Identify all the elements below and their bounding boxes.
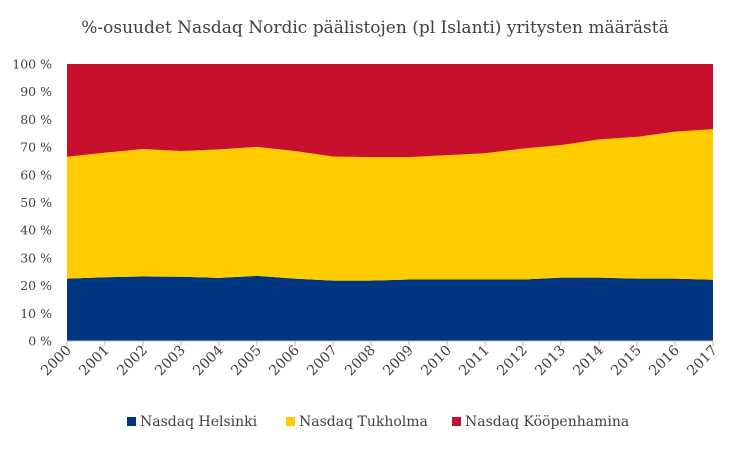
y-tick-label: 30 %	[20, 250, 52, 265]
legend-label-3: Nasdaq Kööpenhamina	[465, 414, 629, 430]
y-tick-label: 70 %	[20, 140, 52, 155]
x-tick-label: 2009	[380, 343, 417, 380]
y-tick-label: 0 %	[28, 334, 52, 349]
legend-swatch-2	[286, 417, 295, 426]
x-tick-label: 2006	[266, 342, 303, 379]
x-tick-label: 2002	[114, 343, 151, 380]
y-tick-label: 100 %	[12, 57, 52, 72]
x-tick-label: 2013	[532, 343, 569, 380]
x-tick-label: 2014	[570, 342, 607, 379]
y-tick-label: 60 %	[20, 167, 52, 182]
legend-label-2: Nasdaq Tukholma	[299, 414, 428, 430]
x-tick-label: 2008	[342, 343, 379, 380]
area-series-2	[67, 129, 713, 281]
legend-label-1: Nasdaq Helsinki	[140, 414, 258, 430]
y-tick-label: 90 %	[20, 84, 52, 99]
y-tick-label: 50 %	[20, 195, 52, 210]
x-tick-label: 2007	[304, 343, 341, 380]
x-tick-label: 2010	[418, 343, 455, 380]
areas-group	[67, 64, 713, 341]
legend: Nasdaq Helsinki Nasdaq Tukholma Nasdaq Köö…	[127, 414, 629, 430]
legend-swatch-1	[127, 417, 136, 426]
y-tick-label: 80 %	[20, 112, 52, 127]
y-tick-label: 40 %	[20, 223, 52, 238]
x-tick-label: 2001	[76, 343, 113, 380]
area-series-1	[67, 275, 713, 341]
x-tick-label: 2012	[494, 343, 531, 380]
x-tick-label: 2016	[646, 342, 683, 379]
y-axis: 0 % 10 % 20 % 30 % 40 % 50 % 60 % 70 % 80 % 90 % 1…	[12, 57, 52, 349]
x-axis: 2000 2001 2002 2003 2004 2005 2006 2007 2008 2009…	[38, 340, 721, 380]
x-tick-label: 2003	[152, 343, 189, 380]
x-tick-label: 2005	[228, 343, 265, 380]
y-tick-label: 20 %	[20, 278, 52, 293]
area-series-3	[67, 64, 713, 158]
x-tick-label: 2017	[684, 343, 721, 380]
x-tick-label: 2004	[190, 342, 227, 379]
chart-title: %-osuudet Nasdaq Nordic päälistojen (pl …	[81, 18, 669, 38]
x-tick-label: 2015	[608, 343, 645, 380]
legend-swatch-3	[452, 417, 461, 426]
x-tick-label: 2011	[456, 343, 493, 380]
y-tick-label: 10 %	[20, 306, 52, 321]
